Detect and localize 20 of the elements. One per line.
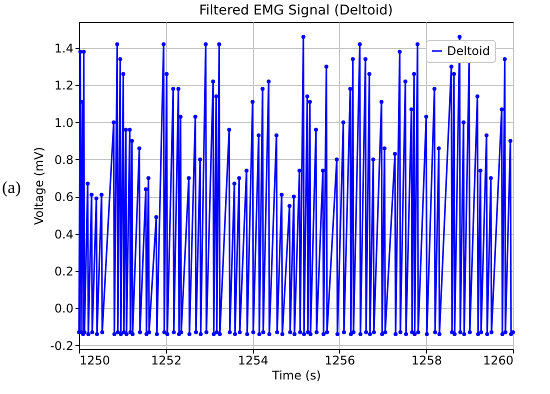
x-axis-title: Time (s) [271,368,321,382]
y-tick-label: 0.4 [54,227,74,242]
x-tick-label: 1250 [80,354,110,368]
x-tick-label: 1258 [411,354,442,368]
y-tick-label: 0.0 [54,302,74,316]
chart-title: Filtered EMG Signal (Deltoid) [199,2,393,18]
y-tick-label: 1.0 [54,116,74,130]
x-tick-label: 1256 [324,354,356,368]
x-tick-label: 1260 [482,354,514,368]
legend-label: Deltoid [447,44,490,58]
y-tick-label: 1.2 [54,78,74,93]
y-tick-label: -0.2 [50,338,74,353]
y-axis-title: Voltage (mV) [32,146,46,226]
y-tick-label: 0.6 [54,190,74,204]
y-tick-label: 0.2 [54,264,74,278]
y-tick-label: 1.4 [54,42,74,56]
x-tick-label: 1254 [238,354,268,368]
text: (a) [2,178,21,198]
x-tick-label: 1252 [151,354,182,368]
y-tick-label: 0.8 [54,152,74,167]
